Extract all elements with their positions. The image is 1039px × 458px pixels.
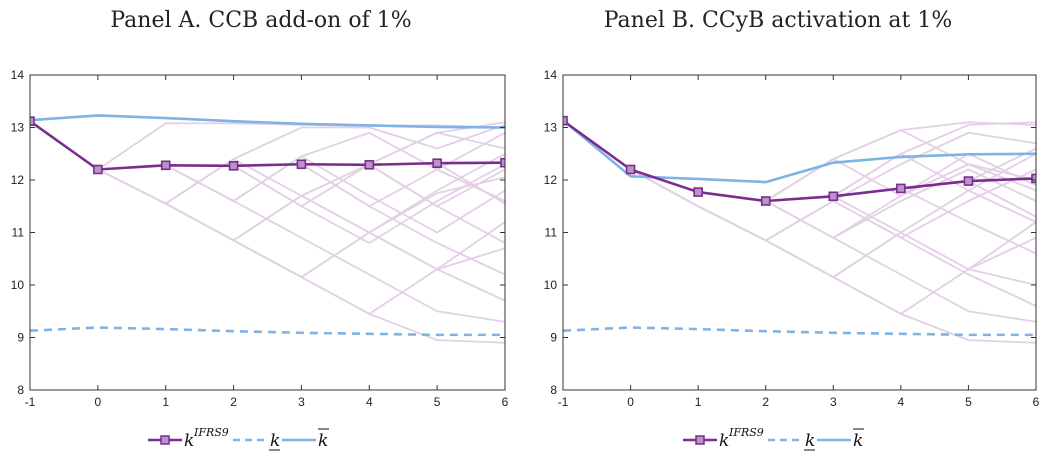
ifrs9-point-6 <box>963 176 974 186</box>
y-tick-label: 14 <box>11 68 25 82</box>
fan-path-11 <box>30 120 505 242</box>
ifrs9-point-4 <box>296 159 307 170</box>
fan-path-12 <box>30 120 505 323</box>
y-tick-label: 11 <box>12 226 25 240</box>
legend-ifrs9-label: k <box>719 431 729 451</box>
ifrs9-point-0 <box>563 115 568 126</box>
y-tick-label: 10 <box>544 278 558 292</box>
fan-path-8 <box>563 119 1036 255</box>
series-line-2 <box>563 119 1036 184</box>
y-tick-label: 13 <box>11 121 25 135</box>
fan-path-16 <box>563 119 1036 307</box>
fan-path-7 <box>30 120 505 244</box>
series-line-1 <box>30 326 505 337</box>
x-tick-label: 5 <box>965 395 972 409</box>
x-tick-label: 2 <box>762 395 769 409</box>
x-tick-label: 0 <box>627 395 634 409</box>
panel-b: Panel B. CCyB activation at 1% -1 0 1 2 3 4 5 6… <box>544 8 1039 451</box>
legend-upper-label: k <box>318 431 328 451</box>
legend-ifrs9-label: k <box>184 431 194 451</box>
panel-a-series <box>30 114 505 337</box>
x-tick-label: 1 <box>695 395 702 409</box>
x-tick-label: 0 <box>95 395 102 409</box>
x-tick-label: 1 <box>162 395 169 409</box>
ifrs9-point-5 <box>896 183 906 194</box>
series-line-2 <box>30 114 505 129</box>
ifrs9-point-3 <box>228 161 239 171</box>
panel-b-legend: k IFRS9 k k <box>683 426 864 451</box>
legend-ifrs9-marker <box>695 435 705 445</box>
y-tick-label: 12 <box>11 173 25 187</box>
panel-a-title: Panel A. CCB add-on of 1% <box>110 8 411 33</box>
series-line-0 <box>563 119 1036 203</box>
fan-path-2 <box>30 120 505 242</box>
ifrs9-point-5 <box>364 159 375 170</box>
fan-path-17 <box>30 120 505 302</box>
panel-a-legend: k IFRS9 k k <box>148 426 329 451</box>
x-tick-label: 2 <box>230 395 237 409</box>
y-tick-label: 8 <box>550 383 557 397</box>
ifrs9-point-3 <box>760 196 771 206</box>
y-tick-label: 13 <box>544 121 558 135</box>
x-tick-label: 3 <box>830 395 837 409</box>
legend-upper-label: k <box>853 431 863 451</box>
x-tick-label: 3 <box>298 395 305 409</box>
y-tick-label: 12 <box>544 173 558 187</box>
x-tick-label: -1 <box>25 395 36 409</box>
ifrs9-point-1 <box>93 164 103 175</box>
ifrs9-point-1 <box>625 164 636 175</box>
legend-ifrs9-sup: IFRS9 <box>728 426 764 439</box>
x-tick-label: 4 <box>366 395 373 409</box>
x-tick-label: 6 <box>1033 395 1039 409</box>
ifrs9-point-2 <box>693 187 703 197</box>
x-tick-label: 5 <box>434 395 441 409</box>
legend-ifrs9-marker <box>160 435 170 445</box>
ifrs9-point-0 <box>30 116 35 126</box>
legend-lower-label: k <box>805 431 815 451</box>
x-tick-label: -1 <box>558 395 569 409</box>
series-line-0 <box>30 120 505 171</box>
y-tick-label: 9 <box>17 331 24 345</box>
y-tick-label: 10 <box>11 278 25 292</box>
panel-b-title: Panel B. CCyB activation at 1% <box>604 8 953 33</box>
series-line-1 <box>563 326 1036 337</box>
panel-a-fan <box>30 120 505 344</box>
fan-path-4 <box>563 119 1036 315</box>
ifrs9-point-7 <box>1031 173 1036 184</box>
ifrs9-point-4 <box>828 191 839 202</box>
fan-path-9 <box>30 120 505 244</box>
legend-ifrs9-sup: IFRS9 <box>193 426 229 439</box>
panel-a: Panel A. CCB add-on of 1% -1 0 1 2 3 4 5 689101… <box>11 8 509 451</box>
x-tick-label: 6 <box>502 395 509 409</box>
ifrs9-point-7 <box>500 157 505 168</box>
y-tick-label: 14 <box>544 68 558 82</box>
y-tick-label: 11 <box>545 226 558 240</box>
ifrs9-point-2 <box>160 160 171 171</box>
panel-b-series <box>563 115 1036 337</box>
legend-lower-label: k <box>270 431 280 451</box>
x-tick-label: 4 <box>898 395 905 409</box>
ifrs9-point-6 <box>432 158 442 168</box>
y-tick-label: 9 <box>550 331 557 345</box>
y-tick-label: 8 <box>17 383 24 397</box>
fan-path-3 <box>30 120 505 279</box>
